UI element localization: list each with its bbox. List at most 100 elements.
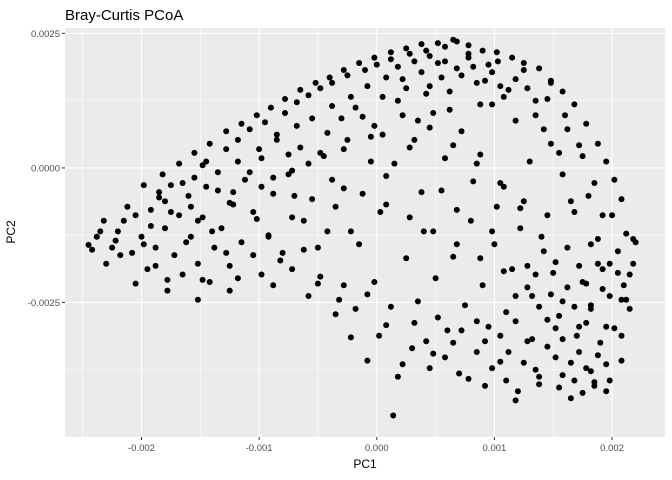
data-point <box>209 228 216 235</box>
data-point <box>399 112 406 119</box>
data-point <box>399 76 406 83</box>
data-point <box>512 397 519 404</box>
data-point <box>594 260 601 267</box>
data-point <box>536 65 543 72</box>
data-point <box>576 323 583 330</box>
data-point <box>344 72 351 79</box>
x-tick-label: 0.000 <box>365 443 389 454</box>
data-point <box>238 239 245 246</box>
data-point <box>450 339 457 346</box>
data-point <box>352 104 359 111</box>
data-point <box>482 338 488 345</box>
data-point <box>258 271 265 278</box>
chart-title: Bray-Curtis PCoA <box>65 7 183 24</box>
data-point <box>509 54 516 61</box>
data-point <box>532 112 539 119</box>
data-point <box>591 180 598 186</box>
data-point <box>206 279 213 285</box>
data-point <box>406 50 413 57</box>
data-point <box>414 298 421 305</box>
data-point <box>383 74 390 81</box>
data-point <box>258 183 265 190</box>
data-point <box>564 244 571 251</box>
data-point <box>371 279 378 285</box>
data-point <box>362 67 368 73</box>
data-point <box>547 140 554 147</box>
x-tick-label: -0.002 <box>128 443 155 454</box>
data-point <box>93 233 100 240</box>
data-point <box>394 97 401 104</box>
data-point <box>503 309 510 316</box>
data-point <box>246 169 253 176</box>
data-point <box>540 126 547 133</box>
data-point <box>500 183 507 190</box>
data-point <box>465 54 472 61</box>
data-point <box>194 260 201 267</box>
data-point <box>497 83 504 90</box>
data-point <box>199 162 206 169</box>
data-point <box>514 388 521 395</box>
data-point <box>162 225 168 232</box>
data-point <box>620 282 627 289</box>
data-point <box>132 280 139 287</box>
data-point <box>559 171 566 178</box>
data-point <box>473 160 480 167</box>
data-point <box>305 92 312 99</box>
data-point <box>500 93 507 100</box>
data-point <box>282 96 288 102</box>
data-point <box>418 189 425 196</box>
data-point <box>432 275 439 282</box>
data-point <box>218 225 225 232</box>
data-point <box>497 180 504 186</box>
data-point <box>332 203 339 210</box>
x-axis-label: PC1 <box>353 457 377 471</box>
data-point <box>512 117 519 124</box>
data-point <box>489 228 496 235</box>
data-point <box>347 334 354 341</box>
data-point <box>279 249 286 256</box>
data-point <box>482 382 488 389</box>
data-point <box>426 83 433 90</box>
data-point <box>344 136 351 143</box>
data-point <box>567 359 574 366</box>
data-point <box>594 140 601 147</box>
data-point <box>206 140 213 147</box>
data-point <box>176 160 183 167</box>
data-point <box>606 293 613 299</box>
data-point <box>444 327 451 334</box>
data-point <box>434 60 441 66</box>
data-point <box>467 217 474 224</box>
data-point <box>538 233 545 240</box>
data-point <box>156 194 163 201</box>
data-point <box>438 74 445 81</box>
data-point <box>618 357 625 364</box>
data-point <box>253 112 260 119</box>
data-point <box>630 260 637 267</box>
data-point <box>242 176 248 183</box>
data-point <box>426 53 433 59</box>
data-point <box>547 291 554 298</box>
data-point <box>109 244 116 251</box>
data-point <box>562 112 568 119</box>
data-point <box>587 241 594 248</box>
data-point <box>493 203 500 210</box>
data-point <box>477 151 484 158</box>
data-point <box>544 343 551 350</box>
data-point <box>285 151 292 158</box>
data-point <box>383 201 390 208</box>
data-point <box>367 158 374 165</box>
data-point <box>226 262 233 269</box>
data-point <box>559 336 566 343</box>
data-point <box>223 249 230 256</box>
y-tick-label: -0.0025 <box>28 298 60 309</box>
data-point <box>512 318 519 325</box>
data-point <box>187 233 194 240</box>
data-point <box>305 293 312 299</box>
data-point <box>373 61 380 68</box>
data-point <box>387 303 394 310</box>
x-tick-label: 0.001 <box>483 443 507 454</box>
data-point <box>282 110 288 116</box>
data-point <box>450 36 457 43</box>
data-point <box>606 377 613 384</box>
x-tick-label: -0.001 <box>246 443 273 454</box>
